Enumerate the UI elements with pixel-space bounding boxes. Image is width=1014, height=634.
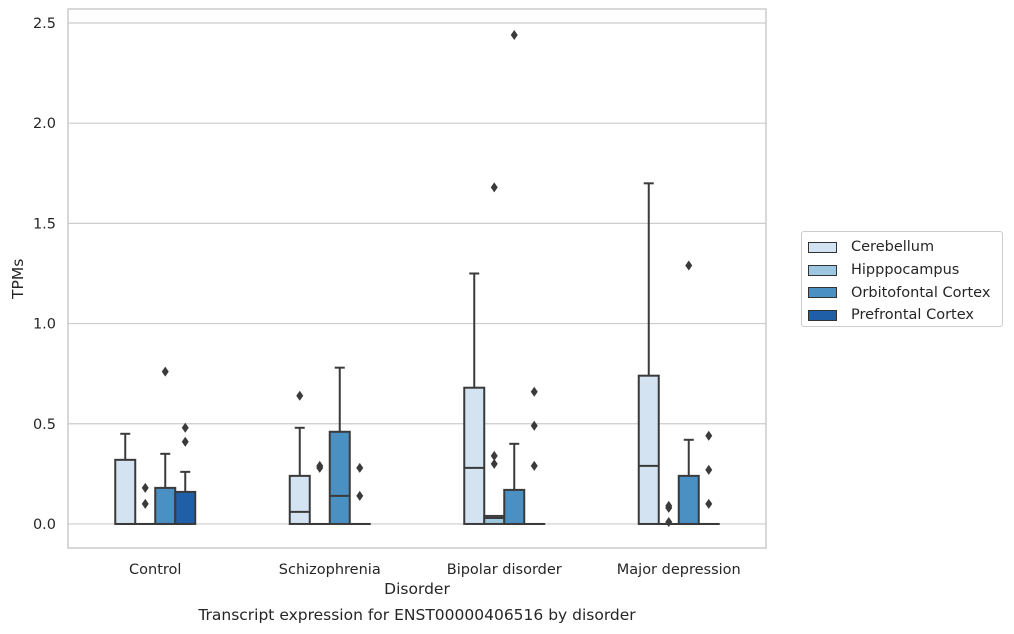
box-body — [503, 488, 526, 525]
chart-caption: Transcript expression for ENST0000040651… — [198, 606, 636, 624]
outlier-point — [705, 430, 713, 441]
y-tick-label: 0.5 — [33, 417, 56, 433]
outlier-point — [490, 450, 498, 461]
x-tick-label: Schizophrenia — [279, 562, 381, 578]
outlier-point — [510, 30, 518, 41]
legend-swatch-orbitofrontal — [808, 287, 837, 299]
legend-item-hippocampus: Hipppocampus — [808, 259, 1002, 282]
outlier-point — [296, 390, 304, 401]
x-tick-label: Bipolar disorder — [447, 562, 562, 578]
outlier-point — [141, 498, 149, 509]
legend-label-prefrontal: Prefrontal Cortex — [851, 307, 974, 324]
legend-item-prefrontal: Prefrontal Cortex — [808, 304, 1002, 327]
outlier-point — [316, 460, 324, 471]
y-tick-label: 0.0 — [33, 517, 56, 533]
outlier-point — [141, 482, 149, 493]
x-axis-label: Disorder — [384, 580, 450, 598]
outlier-point — [356, 462, 364, 473]
x-tick-label: Major depression — [617, 562, 741, 578]
box-body — [174, 490, 197, 525]
outlier-point — [685, 260, 693, 271]
outlier-point — [530, 460, 538, 471]
outlier-point — [490, 182, 498, 193]
legend-label-orbitofrontal: Orbitofontal Cortex — [851, 284, 991, 301]
outlier-point — [181, 436, 189, 447]
box-body — [328, 430, 351, 525]
y-tick-label: 2.0 — [33, 116, 56, 132]
box-body — [677, 474, 700, 525]
box-body — [114, 458, 137, 525]
y-tick-label: 1.5 — [33, 216, 56, 232]
y-tick-label: 2.5 — [33, 16, 56, 32]
outlier-point — [705, 464, 713, 475]
y-tick-label: 1.0 — [33, 317, 56, 333]
box-body — [463, 386, 486, 525]
legend-item-cerebellum: Cerebellum — [808, 236, 1002, 259]
outlier-point — [530, 386, 538, 397]
outlier-point — [356, 490, 364, 501]
outlier-point — [161, 366, 169, 377]
box-body — [288, 474, 311, 525]
outlier-point — [665, 516, 673, 527]
plot-frame — [67, 8, 767, 549]
legend-swatch-hippocampus — [808, 264, 837, 276]
outlier-point — [665, 500, 673, 511]
legend-label-hippocampus: Hipppocampus — [851, 262, 960, 279]
x-tick-label: Control — [129, 562, 181, 578]
box-body — [637, 374, 660, 525]
outlier-point — [705, 498, 713, 509]
outlier-point — [490, 458, 498, 469]
legend-label-cerebellum: Cerebellum — [851, 239, 935, 256]
y-axis-label: TPMs — [9, 258, 27, 299]
legend: Cerebellum Hipppocampus Orbitofontal Cor… — [801, 231, 1003, 327]
box-body — [154, 486, 177, 525]
legend-item-orbitofrontal: Orbitofontal Cortex — [808, 281, 1002, 304]
legend-swatch-cerebellum — [808, 241, 837, 253]
outlier-point — [530, 420, 538, 431]
outlier-point — [181, 422, 189, 433]
legend-swatch-prefrontal — [808, 309, 837, 321]
